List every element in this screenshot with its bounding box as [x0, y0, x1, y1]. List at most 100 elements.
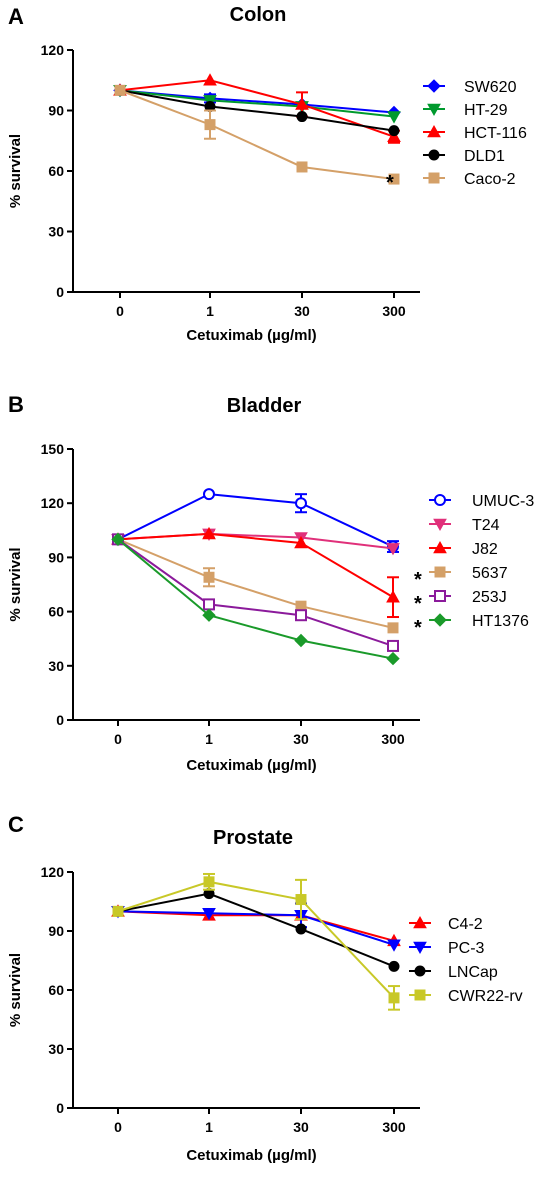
- legend-marker: [428, 149, 440, 161]
- legend-label: J82: [472, 541, 498, 558]
- x-axis-label: Cetuximab (µg/ml): [186, 1147, 316, 1164]
- legend-label: DLD1: [464, 148, 505, 165]
- legend-marker: [434, 566, 446, 578]
- significance-star: *: [386, 172, 394, 194]
- legend-marker: [414, 965, 426, 977]
- x-tick-label: 300: [382, 303, 406, 319]
- y-tick-label: 0: [56, 284, 64, 300]
- series-line-j82: [117, 532, 394, 599]
- x-tick-label: 0: [114, 731, 122, 747]
- legend-marker: [433, 540, 447, 554]
- y-axis-label: % survival: [7, 953, 24, 1027]
- legend-marker: [413, 941, 427, 955]
- x-tick-label: 0: [114, 1119, 122, 1135]
- legend-label: SW620: [464, 79, 517, 96]
- panel-label: B: [8, 392, 24, 417]
- data-point: [296, 161, 308, 173]
- legend-label: UMUC-3: [472, 493, 534, 510]
- y-tick-label: 150: [41, 441, 65, 457]
- legend-label: PC-3: [448, 940, 485, 957]
- y-tick-label: 60: [48, 163, 64, 179]
- data-point: [202, 608, 216, 622]
- data-point: [114, 84, 126, 96]
- y-tick-label: 60: [48, 982, 64, 998]
- y-axis-label: % survival: [7, 547, 24, 621]
- x-tick-label: 0: [116, 303, 124, 319]
- y-tick-label: 0: [56, 712, 64, 728]
- data-point: [388, 960, 400, 972]
- y-tick-label: 30: [48, 1041, 64, 1057]
- legend-label: HCT-116: [464, 125, 527, 142]
- data-point: [295, 894, 307, 906]
- y-tick-label: 30: [48, 658, 64, 674]
- x-axis-label: Cetuximab (µg/ml): [186, 757, 316, 774]
- series-line-dld1: [119, 89, 395, 132]
- data-point: [203, 876, 215, 888]
- legend-label: LNCap: [448, 964, 498, 981]
- y-tick-label: 120: [41, 42, 65, 58]
- legend-marker: [433, 518, 447, 532]
- data-point: [203, 73, 217, 86]
- series-line-caco-2: [119, 89, 395, 181]
- data-point: [296, 111, 308, 123]
- data-point: [388, 173, 400, 185]
- series-line-pc-3: [117, 910, 395, 946]
- y-tick-label: 0: [56, 1100, 64, 1116]
- significance-star: *: [414, 617, 422, 639]
- legend-marker: [434, 494, 446, 506]
- y-tick-label: 90: [48, 923, 64, 939]
- y-axis-label: % survival: [7, 134, 24, 208]
- data-point: [203, 571, 215, 583]
- x-axis-label: Cetuximab (µg/ml): [186, 327, 316, 344]
- legend-label: C4-2: [448, 916, 483, 933]
- data-point: [202, 526, 216, 540]
- series-line-5637: [117, 538, 394, 629]
- chart-title: Bladder: [227, 395, 302, 417]
- data-point: [204, 119, 216, 131]
- y-tick-label: 120: [41, 864, 65, 880]
- y-tick-label: 60: [48, 604, 64, 620]
- data-point: [295, 97, 309, 110]
- data-point: [387, 939, 401, 952]
- data-point: [112, 905, 124, 917]
- data-point: [294, 535, 308, 549]
- x-tick-label: 30: [294, 303, 310, 319]
- bladder-chart: B Bladder 0 30 60 90 120 150 0 1 30 300 Cetuximab (µ…: [7, 392, 534, 774]
- legend-marker: [433, 613, 447, 627]
- legend-marker: [427, 124, 441, 138]
- x-tick-label: 30: [293, 1119, 309, 1135]
- data-point: [387, 639, 399, 652]
- data-point: [386, 651, 400, 666]
- data-point: [203, 488, 215, 501]
- panel-label: C: [8, 812, 24, 837]
- data-point: [295, 609, 307, 622]
- legend-marker: [414, 989, 426, 1001]
- x-tick-label: 300: [382, 1119, 406, 1135]
- x-tick-label: 1: [205, 1119, 213, 1135]
- data-point: [111, 532, 125, 547]
- data-point: [386, 590, 400, 603]
- legend-marker: [427, 79, 441, 93]
- x-tick-label: 30: [293, 731, 309, 747]
- y-tick-label: 90: [48, 103, 64, 119]
- prostate-chart: C Prostate 0 30 60 90 120 0 1 30 300 Cetuximab (µg/…: [7, 812, 523, 1164]
- series-line-ht-29: [119, 89, 395, 118]
- x-tick-label: 300: [381, 731, 405, 747]
- y-tick-label: 120: [41, 495, 65, 511]
- chart-title: Colon: [230, 4, 287, 26]
- legend-marker: [434, 590, 446, 602]
- series-line-cwr22-rv: [117, 880, 395, 999]
- legend-label: Caco-2: [464, 171, 516, 188]
- x-tick-label: 1: [206, 303, 214, 319]
- legend-marker: [427, 103, 441, 117]
- data-point: [388, 125, 400, 137]
- legend-label: HT-29: [464, 102, 508, 119]
- data-point: [294, 633, 308, 648]
- series-line-253j: [117, 538, 394, 647]
- legend-label: HT1376: [472, 613, 529, 630]
- series-line-sw620: [119, 89, 395, 114]
- data-point: [203, 598, 215, 611]
- data-point: [386, 543, 400, 556]
- y-tick-label: 30: [48, 224, 64, 240]
- significance-star: *: [414, 569, 422, 591]
